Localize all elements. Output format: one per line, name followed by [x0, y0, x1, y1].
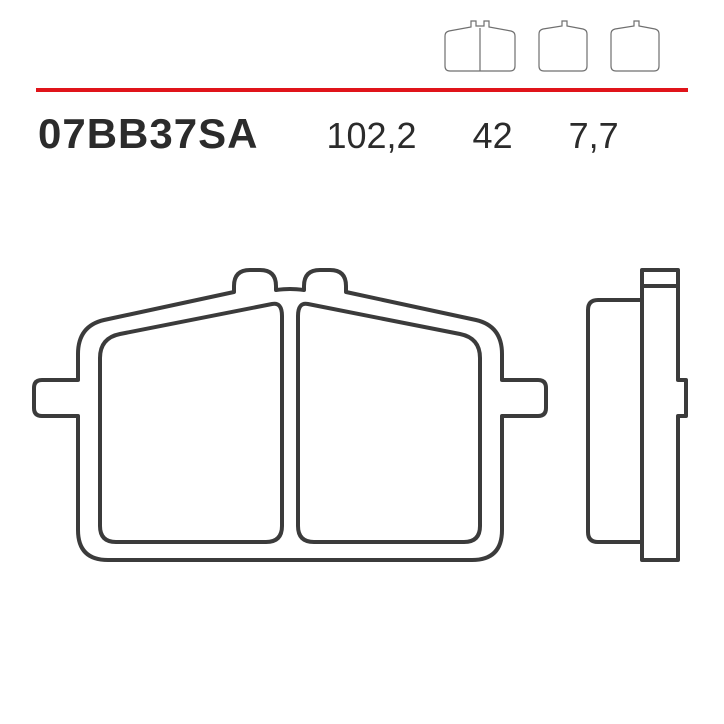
brake-pad-side-view-icon: [588, 270, 686, 560]
pad-front-small-icon: [440, 18, 520, 74]
dimension-width: 102,2: [326, 115, 416, 157]
pad-side-small-icon: [606, 18, 664, 74]
pad-front-half-icon: [534, 18, 592, 74]
dimensions-group: 102,2 42 7,7: [326, 115, 618, 157]
technical-drawing: [30, 230, 694, 660]
header-icon-row: [440, 18, 664, 74]
red-separator-line: [36, 88, 688, 92]
part-number: 07BB37SA: [38, 110, 258, 158]
spec-sheet-canvas: 07BB37SA 102,2 42 7,7: [0, 0, 724, 724]
dimension-height: 42: [473, 115, 513, 157]
brake-pad-front-view-icon: [34, 270, 546, 560]
spec-row: 07BB37SA 102,2 42 7,7: [38, 110, 674, 158]
dimension-thickness: 7,7: [569, 115, 619, 157]
